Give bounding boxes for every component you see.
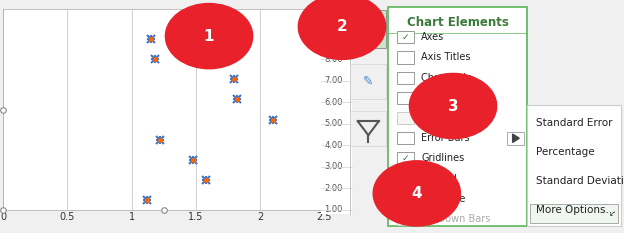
FancyBboxPatch shape (397, 213, 414, 225)
FancyBboxPatch shape (530, 204, 618, 223)
FancyBboxPatch shape (350, 10, 386, 48)
FancyBboxPatch shape (321, 5, 352, 214)
Text: 4.00: 4.00 (324, 141, 343, 150)
FancyBboxPatch shape (388, 7, 527, 226)
Text: 8.00: 8.00 (324, 55, 343, 64)
Circle shape (298, 0, 386, 59)
Text: Axis Titles: Axis Titles (421, 52, 470, 62)
Text: More Options...: More Options... (536, 205, 616, 215)
FancyBboxPatch shape (397, 31, 414, 43)
Text: 2.00: 2.00 (324, 184, 343, 193)
Text: 2: 2 (336, 19, 348, 34)
Text: 6.00: 6.00 (324, 98, 343, 107)
Text: Chart Title: Chart Title (421, 73, 472, 83)
Text: Error Bars: Error Bars (421, 133, 470, 143)
Text: Gridlines: Gridlines (421, 154, 464, 163)
Text: ✎: ✎ (363, 75, 374, 88)
Text: Up/Down Bars: Up/Down Bars (421, 214, 490, 224)
Text: 3: 3 (447, 99, 459, 113)
FancyBboxPatch shape (397, 112, 414, 124)
Text: 10: 10 (324, 12, 335, 21)
Text: 1.00: 1.00 (324, 205, 343, 214)
FancyBboxPatch shape (397, 152, 414, 164)
Text: Standard Error: Standard Error (536, 119, 613, 128)
Circle shape (373, 161, 461, 226)
Polygon shape (513, 134, 519, 142)
FancyBboxPatch shape (350, 64, 386, 99)
FancyBboxPatch shape (397, 51, 414, 64)
Circle shape (409, 73, 497, 139)
FancyBboxPatch shape (397, 132, 414, 144)
Text: Data Labels: Data Labels (421, 93, 479, 103)
Text: ✓: ✓ (402, 33, 409, 42)
Text: 1: 1 (204, 29, 214, 44)
Text: 3.00: 3.00 (324, 162, 343, 171)
Text: Standard Deviation: Standard Deviation (536, 176, 624, 186)
Text: Axes: Axes (421, 32, 444, 42)
FancyBboxPatch shape (397, 72, 414, 84)
Text: ↙: ↙ (608, 209, 615, 218)
FancyBboxPatch shape (527, 105, 621, 226)
Text: 9.: 9. (324, 33, 332, 42)
Circle shape (165, 3, 253, 69)
Text: Trendline: Trendline (421, 194, 466, 204)
Text: Data Table: Data Table (421, 113, 473, 123)
Text: 4: 4 (411, 186, 422, 201)
FancyBboxPatch shape (397, 193, 414, 205)
Text: 7.00: 7.00 (324, 76, 343, 85)
Text: Legend: Legend (421, 174, 457, 184)
FancyBboxPatch shape (350, 111, 386, 146)
Text: Chart Elements: Chart Elements (407, 16, 509, 29)
FancyBboxPatch shape (397, 92, 414, 104)
Text: Percentage: Percentage (536, 147, 595, 157)
Text: 5.00: 5.00 (324, 119, 343, 128)
FancyBboxPatch shape (397, 173, 414, 185)
FancyBboxPatch shape (507, 132, 524, 145)
Text: ✓: ✓ (402, 154, 409, 163)
